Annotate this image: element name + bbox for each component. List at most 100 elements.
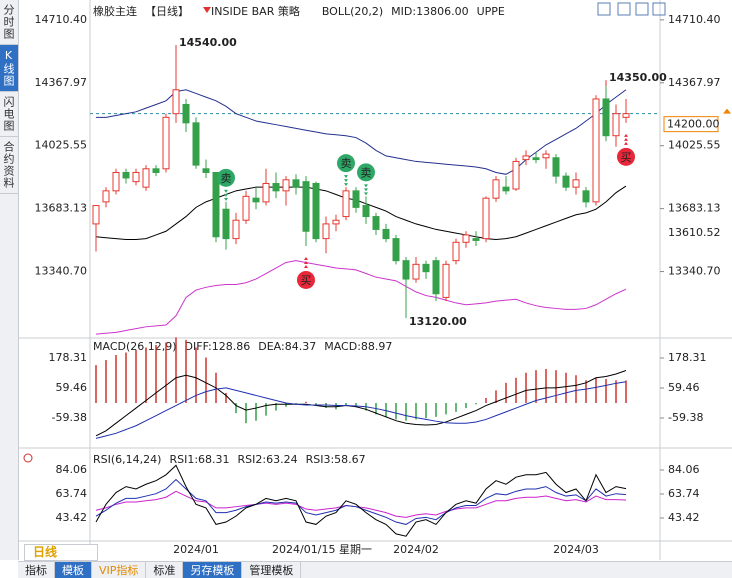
candle-body — [132, 171, 140, 183]
annotation: 14540.00 — [179, 36, 237, 49]
macd-bar — [595, 377, 597, 404]
price-label: 14200.00 — [667, 118, 720, 131]
legend-entry: MID:13806.00 — [391, 5, 468, 18]
macd-bar — [125, 352, 127, 404]
candle-body — [272, 182, 280, 192]
y-tick-label: 178.31 — [49, 351, 88, 364]
icon[interactable] — [597, 2, 611, 16]
signal-marker — [617, 147, 635, 166]
y-tick-label: 14367.97 — [668, 76, 721, 89]
macd-bar — [245, 403, 247, 424]
toolbar-button[interactable]: 另存模板 — [183, 562, 243, 578]
y-tick-label: -59.38 — [668, 411, 703, 424]
signal-arrow — [344, 179, 348, 183]
macd-bar — [165, 342, 167, 404]
legend-entry: RSI1:68.31 — [169, 453, 229, 466]
candle-body — [162, 116, 170, 170]
macd-bar — [475, 403, 477, 405]
macd-bar — [385, 403, 387, 417]
macd-bar — [495, 390, 497, 404]
toolbar-button[interactable]: 模板 — [55, 562, 92, 578]
macd-bar — [405, 403, 407, 421]
sidebar-tab[interactable]: K线图 — [0, 45, 18, 92]
macd-bar — [415, 403, 417, 420]
icon[interactable] — [635, 2, 649, 16]
boll-line — [95, 185, 627, 241]
y-tick-label: 59.46 — [56, 381, 88, 394]
macd-bar — [605, 379, 607, 404]
toolbar-button[interactable]: VIP指标 — [92, 562, 147, 578]
macd-bar — [355, 403, 357, 407]
rsi-line — [95, 490, 627, 518]
x-tick-label: 2024/02 — [393, 543, 439, 556]
candle-body — [562, 175, 570, 188]
macd-bar — [205, 357, 207, 404]
icon[interactable] — [617, 2, 631, 16]
candle-body — [602, 98, 610, 137]
candle-body — [362, 205, 370, 218]
macd-line — [95, 381, 627, 439]
macd-bar — [345, 403, 347, 406]
window-icons[interactable] — [597, 2, 666, 16]
macd-bar — [335, 403, 337, 410]
period-button[interactable]: 日线 — [24, 544, 98, 561]
annotation: 14350.00 — [609, 71, 667, 84]
sidebar-tab[interactable]: 闪电图 — [0, 92, 18, 137]
candle-body — [282, 179, 290, 192]
legend-entry: 橡胶主连 — [93, 4, 137, 18]
macd-bar — [175, 337, 177, 404]
macd-bar — [455, 403, 457, 412]
legend-entry: 【日线】 — [145, 4, 189, 18]
macd-bar — [135, 349, 137, 404]
y-tick-label: -59.38 — [52, 411, 87, 424]
macd-bar — [255, 403, 257, 421]
candle-body — [182, 103, 190, 124]
y-tick-label: 14025.55 — [35, 139, 88, 152]
price-arrow — [723, 108, 731, 114]
sidebar-tab[interactable]: 合约资料 — [0, 137, 18, 194]
settings-icon[interactable] — [23, 453, 33, 463]
toolbar-button[interactable]: 管理模板 — [242, 562, 302, 578]
candle-body — [202, 168, 210, 173]
candle-body — [392, 238, 400, 262]
macd-bar — [225, 392, 227, 404]
macd-bar — [95, 365, 97, 404]
candle-body — [222, 208, 230, 240]
signal-arrow — [224, 197, 228, 201]
macd-bar — [505, 382, 507, 404]
y-tick-label: 43.42 — [56, 511, 88, 524]
signal-marker — [357, 163, 375, 182]
sidebar: 分时图 K线图 闪电图 合约资料 — [0, 0, 19, 560]
candle-body — [462, 234, 470, 243]
candle-body — [292, 179, 300, 188]
candle-body — [302, 181, 310, 232]
toolbar: 指标 模板 VIP指标 标准 另存模板 管理模板 — [18, 561, 732, 578]
legend-entry: INSIDE BAR 策略 — [211, 4, 300, 18]
signal-label: 买 — [621, 151, 632, 164]
y-tick-label: 14710.40 — [35, 13, 88, 26]
macd-bar — [395, 403, 397, 420]
macd-bar — [515, 377, 517, 404]
macd-bar — [315, 403, 317, 406]
candle-body — [122, 171, 130, 179]
y-tick-label: 63.74 — [668, 487, 700, 500]
signal-arrow — [364, 192, 368, 196]
sidebar-tab[interactable]: 分时图 — [0, 0, 18, 45]
candle-body — [452, 241, 460, 262]
strategy-icon — [203, 7, 211, 13]
toolbar-button[interactable]: 指标 — [18, 562, 55, 578]
macd-bar — [615, 380, 617, 404]
icon[interactable] — [652, 2, 666, 16]
toolbar-button[interactable]: 标准 — [146, 562, 184, 578]
y-tick-label: 13340.70 — [668, 265, 721, 278]
macd-bar — [435, 403, 437, 417]
candle-body — [112, 171, 120, 192]
cursor-date: 2024/01/15 星期一 — [272, 543, 372, 556]
signal-arrow — [304, 264, 308, 268]
y-tick-label: 84.06 — [668, 463, 700, 476]
legend-entry: DIFF:128.86 — [185, 340, 251, 353]
macd-bar — [155, 344, 157, 404]
candle-body — [252, 197, 260, 203]
signal-label: 买 — [301, 274, 312, 287]
